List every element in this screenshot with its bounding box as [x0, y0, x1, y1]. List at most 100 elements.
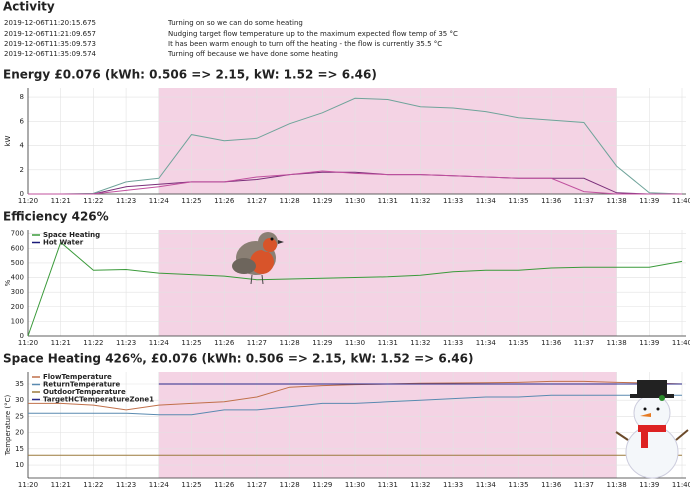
x-tick-label: 11:37 — [574, 339, 594, 347]
x-tick-label: 11:21 — [51, 481, 71, 489]
x-tick-label: 11:32 — [410, 481, 430, 489]
x-tick-label: 11:37 — [574, 481, 594, 489]
y-tick-label: 200 — [11, 303, 24, 311]
y-axis-label: Temperature (°C) — [4, 395, 12, 457]
x-tick-label: 11:34 — [476, 481, 497, 489]
series-line — [28, 394, 682, 416]
y-tick-label: 25 — [15, 412, 24, 420]
x-tick-label: 11:38 — [607, 339, 627, 347]
x-tick-label: 11:31 — [378, 197, 398, 205]
y-tick-label: 300 — [11, 288, 24, 296]
x-tick-label: 11:32 — [410, 197, 430, 205]
x-tick-label: 11:22 — [83, 197, 103, 205]
x-tick-label: 11:29 — [312, 197, 332, 205]
x-tick-label: 11:36 — [541, 339, 562, 347]
y-tick-label: 4 — [20, 142, 25, 150]
x-tick-label: 11:29 — [312, 339, 332, 347]
y-tick-label: 400 — [11, 274, 24, 282]
y-tick-label: 20 — [15, 429, 24, 437]
log-message: Turning on so we can do some heating — [167, 19, 303, 27]
x-tick-label: 11:30 — [345, 481, 365, 489]
series-line — [28, 171, 682, 195]
y-tick-label: 30 — [15, 396, 24, 404]
x-tick-label: 11:22 — [83, 481, 103, 489]
series-line — [27, 241, 683, 337]
legend-label: OutdoorTemperature — [43, 388, 126, 396]
x-tick-label: 11:25 — [181, 481, 201, 489]
x-tick-label: 11:34 — [476, 197, 497, 205]
x-tick-label: 11:40 — [672, 197, 690, 205]
log-time: 2019-12-06T11:35:09.573 — [4, 40, 96, 48]
x-tick-label: 11:23 — [116, 339, 136, 347]
x-tick-label: 11:36 — [541, 481, 562, 489]
chart-title: Energy £0.076 (kWh: 0.506 => 2.15, kW: 1… — [3, 68, 377, 82]
legend-label: FlowTemperature — [43, 373, 112, 381]
x-tick-label: 11:28 — [280, 339, 300, 347]
x-tick-label: 11:21 — [51, 339, 71, 347]
x-tick-label: 11:30 — [345, 339, 365, 347]
y-tick-label: 2 — [20, 166, 24, 174]
x-tick-label: 11:30 — [345, 197, 365, 205]
y-tick-label: 6 — [20, 117, 25, 125]
x-tick-label: 11:23 — [116, 481, 136, 489]
legend-label: ReturnTemperature — [43, 381, 121, 389]
y-tick-label: 0 — [20, 332, 24, 340]
y-tick-label: 600 — [11, 244, 24, 252]
x-tick-label: 11:31 — [378, 481, 398, 489]
x-tick-label: 11:22 — [83, 339, 103, 347]
x-tick-label: 11:33 — [443, 481, 463, 489]
chart-title: Efficiency 426% — [3, 210, 109, 224]
y-tick-label: 35 — [15, 380, 24, 388]
legend-label: TargetHCTemperatureZone1 — [43, 396, 154, 404]
legend-label: Hot Water — [43, 239, 84, 247]
x-tick-label: 11:26 — [214, 481, 235, 489]
x-tick-label: 11:33 — [443, 197, 463, 205]
x-tick-label: 11:26 — [214, 197, 235, 205]
x-tick-label: 11:24 — [149, 481, 170, 489]
x-tick-label: 11:24 — [149, 197, 170, 205]
log-message: Turning off because we have done some he… — [167, 50, 338, 58]
x-tick-label: 11:33 — [443, 339, 463, 347]
y-tick-label: 500 — [11, 259, 24, 267]
x-tick-label: 11:20 — [18, 339, 38, 347]
x-tick-label: 11:20 — [18, 481, 38, 489]
x-tick-label: 11:38 — [607, 197, 627, 205]
x-tick-label: 11:39 — [639, 339, 659, 347]
x-tick-label: 11:32 — [410, 339, 430, 347]
y-tick-label: 10 — [15, 461, 24, 469]
x-tick-label: 11:25 — [181, 339, 201, 347]
x-tick-label: 11:26 — [214, 339, 235, 347]
activity-title: Activity — [3, 0, 55, 14]
x-tick-label: 11:34 — [476, 339, 497, 347]
y-axis-label: kW — [4, 135, 12, 146]
log-message: Nudging target flow temperature up to th… — [168, 30, 458, 38]
x-tick-label: 11:35 — [508, 339, 528, 347]
x-tick-label: 11:28 — [280, 481, 300, 489]
x-tick-label: 11:21 — [51, 197, 71, 205]
log-time: 2019-12-06T11:20:15.675 — [4, 19, 96, 27]
x-tick-label: 11:39 — [639, 197, 659, 205]
x-tick-label: 11:35 — [508, 481, 528, 489]
y-tick-label: 100 — [11, 317, 24, 325]
y-tick-label: 15 — [15, 445, 24, 453]
x-tick-label: 11:31 — [378, 339, 398, 347]
log-message: It has been warm enough to turn off the … — [168, 40, 442, 48]
x-tick-label: 11:27 — [247, 481, 267, 489]
log-time: 2019-12-06T11:35:09.574 — [4, 50, 97, 58]
legend-label: Space Heating — [43, 231, 100, 239]
x-tick-label: 11:23 — [116, 197, 136, 205]
y-tick-label: 8 — [20, 93, 24, 101]
y-axis-label: % — [4, 279, 12, 286]
x-tick-label: 11:28 — [280, 197, 300, 205]
series-line — [28, 170, 682, 195]
x-tick-label: 11:27 — [247, 197, 267, 205]
chart-title: Space Heating 426%, £0.076 (kWh: 0.506 =… — [3, 352, 473, 366]
x-tick-label: 11:24 — [149, 339, 170, 347]
x-tick-label: 11:39 — [639, 481, 659, 489]
x-tick-label: 11:25 — [181, 197, 201, 205]
y-tick-label: 700 — [11, 230, 24, 238]
series-line — [28, 380, 683, 411]
x-tick-label: 11:27 — [247, 339, 267, 347]
